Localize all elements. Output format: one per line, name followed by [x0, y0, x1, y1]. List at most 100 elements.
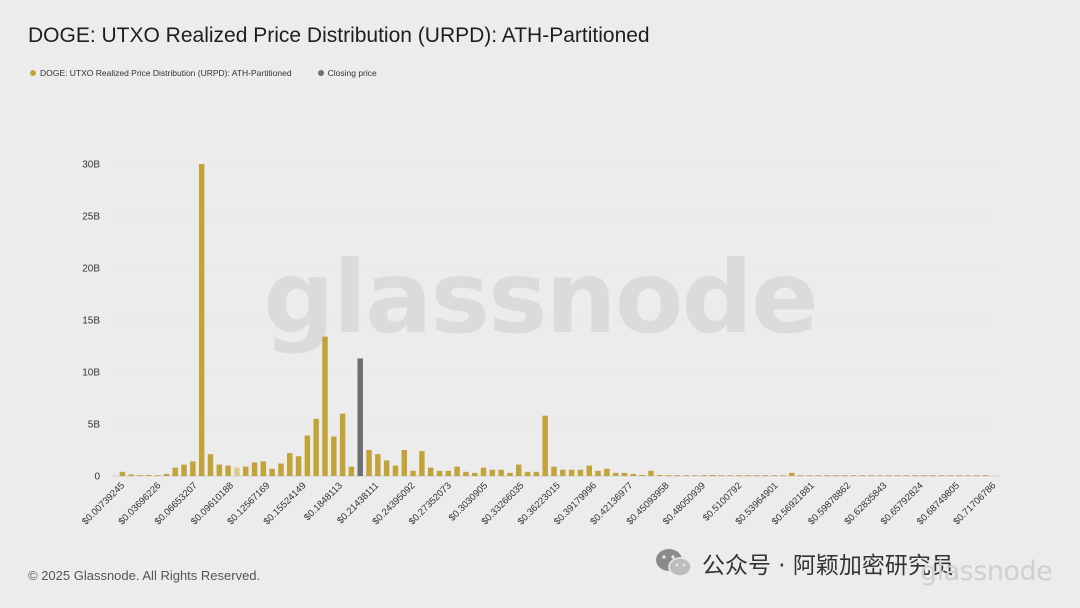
urpd-bar[interactable]	[454, 466, 460, 476]
urpd-bar[interactable]	[172, 467, 178, 476]
urpd-bar[interactable]	[815, 475, 821, 476]
urpd-bar[interactable]	[225, 465, 231, 476]
urpd-bar[interactable]	[833, 475, 839, 476]
urpd-bar[interactable]	[137, 475, 143, 476]
urpd-bar[interactable]	[322, 336, 328, 476]
urpd-bar[interactable]	[146, 474, 152, 476]
urpd-bar[interactable]	[313, 418, 319, 476]
urpd-bar[interactable]	[921, 475, 927, 476]
urpd-bar[interactable]	[938, 475, 945, 476]
urpd-bar[interactable]	[348, 466, 355, 476]
urpd-bar[interactable]	[903, 475, 910, 476]
urpd-bar[interactable]	[401, 450, 407, 476]
urpd-bar[interactable]	[516, 464, 522, 476]
urpd-bar[interactable]	[648, 470, 654, 476]
urpd-bar[interactable]	[260, 461, 267, 476]
urpd-bar[interactable]	[198, 164, 205, 476]
urpd-bar[interactable]	[190, 461, 196, 476]
urpd-bar[interactable]	[375, 454, 381, 476]
urpd-bar[interactable]	[463, 471, 469, 476]
urpd-bar[interactable]	[639, 474, 645, 476]
urpd-bar[interactable]	[524, 471, 531, 476]
urpd-bar[interactable]	[445, 470, 452, 476]
urpd-bar[interactable]	[339, 413, 346, 476]
urpd-bar[interactable]	[656, 474, 663, 476]
legend-item-urpd[interactable]: DOGE: UTXO Realized Price Distribution (…	[30, 68, 292, 78]
urpd-bar[interactable]	[789, 472, 795, 476]
urpd-bar[interactable]	[974, 475, 980, 476]
urpd-bar[interactable]	[560, 469, 566, 476]
urpd-bar[interactable]	[630, 473, 636, 476]
urpd-bar[interactable]	[736, 475, 742, 476]
urpd-bar[interactable]	[278, 463, 284, 476]
urpd-bar[interactable]	[665, 475, 672, 476]
urpd-bar[interactable]	[154, 475, 161, 476]
urpd-bar[interactable]	[542, 415, 548, 476]
urpd-bar[interactable]	[366, 450, 372, 476]
urpd-bar[interactable]	[119, 471, 126, 476]
urpd-bar[interactable]	[586, 465, 592, 476]
urpd-bar[interactable]	[304, 435, 311, 476]
urpd-bar[interactable]	[410, 470, 416, 476]
urpd-bar[interactable]	[595, 470, 601, 476]
closing-price-bar[interactable]	[357, 358, 363, 476]
urpd-bar[interactable]	[489, 469, 496, 476]
urpd-bar[interactable]	[692, 475, 698, 476]
urpd-bar[interactable]	[295, 456, 302, 476]
urpd-bar[interactable]	[207, 454, 214, 476]
urpd-bar[interactable]	[163, 473, 170, 476]
urpd-bar[interactable]	[745, 475, 751, 476]
urpd-bar[interactable]	[604, 468, 610, 476]
urpd-bar[interactable]	[498, 469, 504, 476]
urpd-bar[interactable]	[181, 464, 187, 476]
urpd-bar[interactable]	[128, 474, 134, 476]
urpd-bar[interactable]	[383, 460, 390, 476]
urpd-bar[interactable]	[753, 475, 760, 476]
urpd-bar[interactable]	[780, 475, 786, 476]
urpd-bar[interactable]	[234, 467, 240, 476]
urpd-bar[interactable]	[894, 475, 901, 476]
urpd-bar[interactable]	[577, 469, 584, 476]
urpd-bar[interactable]	[965, 475, 971, 476]
urpd-bar[interactable]	[269, 468, 275, 476]
urpd-bar[interactable]	[251, 462, 258, 476]
urpd-bar[interactable]	[859, 475, 866, 476]
urpd-bar[interactable]	[674, 475, 681, 476]
urpd-bar[interactable]	[216, 464, 223, 476]
urpd-bar[interactable]	[427, 467, 434, 476]
urpd-bar[interactable]	[762, 475, 769, 476]
urpd-bar[interactable]	[956, 475, 962, 476]
urpd-bar[interactable]	[850, 475, 857, 476]
urpd-bar[interactable]	[392, 465, 399, 476]
urpd-bar[interactable]	[824, 475, 830, 476]
urpd-bar[interactable]	[718, 475, 725, 476]
urpd-bar[interactable]	[806, 475, 813, 476]
urpd-bar[interactable]	[551, 466, 557, 476]
urpd-bar[interactable]	[621, 472, 628, 476]
urpd-bar[interactable]	[727, 475, 733, 476]
urpd-bar[interactable]	[242, 466, 249, 476]
urpd-bar[interactable]	[982, 475, 989, 476]
urpd-bar[interactable]	[436, 470, 443, 476]
urpd-bar[interactable]	[797, 475, 804, 476]
urpd-bar[interactable]	[841, 475, 848, 476]
urpd-bar[interactable]	[331, 436, 337, 476]
urpd-bar[interactable]	[912, 475, 918, 476]
urpd-bar[interactable]	[419, 451, 425, 476]
urpd-bar[interactable]	[885, 475, 892, 476]
urpd-bar[interactable]	[507, 472, 513, 476]
urpd-bar[interactable]	[930, 475, 936, 476]
legend-item-closing-price[interactable]: Closing price	[317, 68, 377, 78]
urpd-bar[interactable]	[947, 475, 954, 476]
urpd-bar[interactable]	[771, 475, 777, 476]
urpd-bar[interactable]	[701, 475, 707, 476]
urpd-bar[interactable]	[612, 472, 619, 476]
urpd-bar[interactable]	[709, 474, 716, 476]
urpd-bar[interactable]	[877, 475, 883, 476]
urpd-bar[interactable]	[480, 467, 487, 476]
urpd-bar[interactable]	[472, 472, 478, 476]
urpd-bar[interactable]	[868, 475, 874, 476]
urpd-bar[interactable]	[568, 469, 575, 476]
urpd-bar[interactable]	[683, 475, 689, 476]
urpd-bar[interactable]	[533, 471, 540, 476]
